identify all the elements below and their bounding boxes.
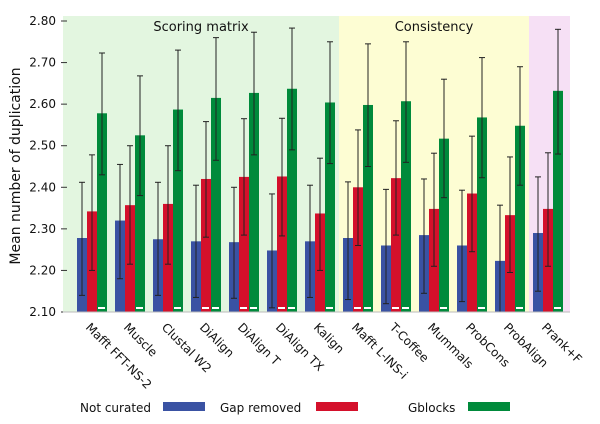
- bar: [97, 113, 107, 312]
- legend-label: Not curated: [80, 401, 151, 415]
- y-tick-label: 2.70: [29, 56, 56, 70]
- legend-label: Gap removed: [220, 401, 301, 415]
- bar: [515, 125, 525, 312]
- region-label: Scoring matrix: [153, 20, 249, 35]
- bar: [325, 102, 335, 312]
- x-tick-label: Mafft FFT-NS-2: [83, 320, 155, 392]
- y-tick-label: 2.20: [29, 263, 56, 277]
- bar: [211, 97, 221, 313]
- bar: [553, 90, 563, 312]
- bar: [249, 92, 259, 312]
- legend-swatch: [163, 402, 205, 411]
- y-axis-label: Mean number of duplication: [8, 67, 24, 264]
- y-tick-label: 2.80: [29, 14, 56, 28]
- y-tick-label: 2.40: [29, 180, 56, 194]
- bar: [363, 104, 373, 312]
- y-tick-label: 2.30: [29, 222, 56, 236]
- x-tick-label: Kalign: [311, 320, 347, 356]
- bar: [239, 176, 249, 312]
- bar: [439, 138, 449, 312]
- bar: [173, 109, 183, 312]
- legend-swatch: [316, 402, 358, 411]
- bar: [477, 117, 487, 313]
- bar: [277, 176, 287, 312]
- bar: [353, 187, 363, 312]
- y-tick-label: 2.50: [29, 139, 56, 153]
- legend-swatch: [468, 402, 510, 411]
- legend-label: Gblocks: [408, 401, 455, 415]
- y-tick-label: 2.10: [29, 305, 56, 319]
- region-label: Consistency: [395, 20, 474, 35]
- bar: [135, 135, 145, 312]
- bar: [201, 178, 211, 312]
- bar: [287, 88, 297, 312]
- bar: [467, 193, 477, 312]
- y-tick-label: 2.60: [29, 97, 56, 111]
- bar: [401, 101, 411, 313]
- bar: [391, 178, 401, 312]
